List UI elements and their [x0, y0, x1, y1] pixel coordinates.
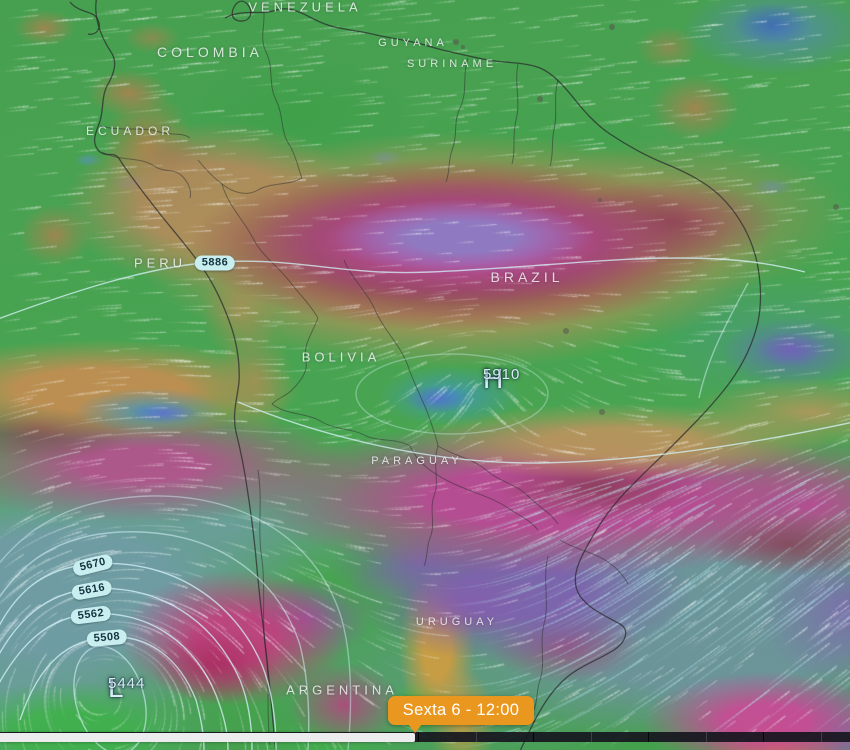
time-badge[interactable]: Sexta 6 - 12:00	[388, 696, 534, 733]
timeline-tick	[763, 732, 764, 742]
timeline-tick	[820, 732, 822, 742]
country-label-brazil: BRAZIL	[490, 269, 564, 285]
country-label-uruguay: URUGUAY	[415, 616, 499, 628]
isolines	[0, 257, 850, 750]
time-badge-label: Sexta 6 - 12:00	[402, 701, 520, 719]
country-label-paraguay: PARAGUAY	[371, 455, 463, 467]
country-label-colombia: COLOMBIA	[157, 44, 263, 60]
country-label-suriname: SURINAME	[406, 58, 498, 70]
timeline-tick	[648, 732, 649, 742]
timeline-tick	[418, 732, 419, 742]
timeline-tick	[590, 732, 592, 742]
timeline-progress	[0, 732, 415, 742]
time-badge-pointer	[408, 724, 422, 733]
country-label-peru: PERU	[133, 255, 187, 271]
country-label-argentina: ARGENTINA	[286, 682, 398, 698]
country-borders	[99, 1, 629, 746]
timeline-tick	[533, 732, 534, 742]
country-label-ecuador: ECUADOR	[85, 124, 175, 138]
isoline-label-5886: 5886	[194, 255, 236, 271]
timeline-bar[interactable]	[0, 732, 850, 742]
terrain-specks	[453, 24, 839, 415]
timeline-tick	[705, 732, 707, 742]
timeline-tick	[475, 732, 477, 742]
country-label-venezuela: VENEZUELA	[248, 0, 362, 15]
country-label-guyana: GUYANA	[378, 37, 448, 49]
country-label-bolivia: BOLIVIA	[301, 349, 381, 365]
